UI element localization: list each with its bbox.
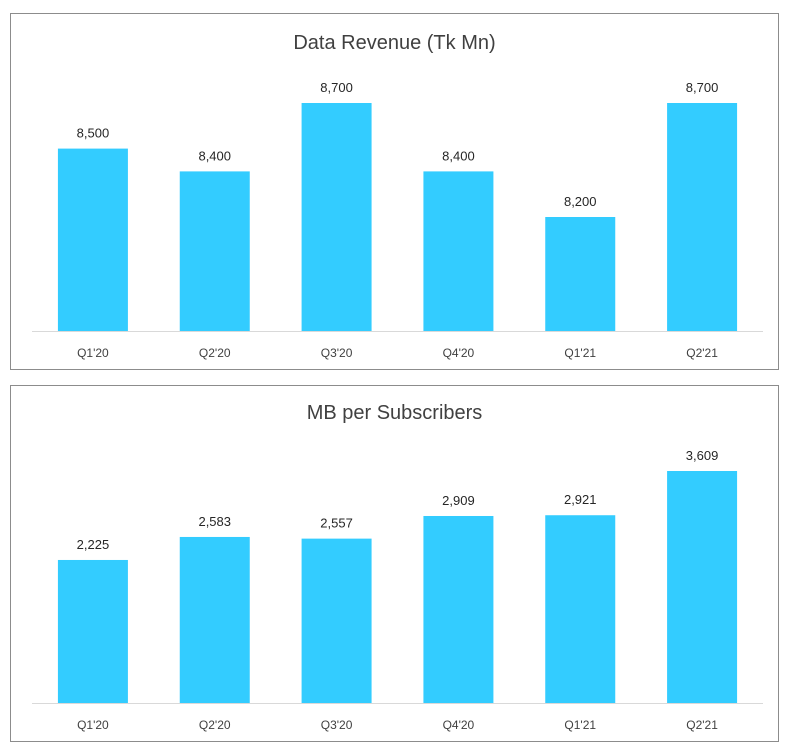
data-label: 3,609 xyxy=(686,448,719,463)
data-label: 8,700 xyxy=(686,80,719,95)
data-label: 8,500 xyxy=(77,126,110,141)
data-revenue-chart-svg: Data Revenue (Tk Mn) 8,500 Q1'20 8,400 Q2'20… xyxy=(32,32,763,360)
data-label: 2,225 xyxy=(77,537,110,552)
data-label: 8,400 xyxy=(198,148,231,163)
data-label: 8,200 xyxy=(564,194,597,209)
bar-revenue-2 xyxy=(179,171,250,331)
x-tick-label: Q1'21 xyxy=(564,718,596,732)
bar-revenue-6 xyxy=(667,103,738,331)
bar-mb-1 xyxy=(57,559,128,703)
data-label: 8,400 xyxy=(442,148,475,163)
mb-per-subscribers-chart-svg: MB per Subscribers 2,225 Q1'20 2,583 Q2'20 2,… xyxy=(32,402,763,732)
bar-mb-6 xyxy=(667,471,738,703)
bar-revenue-5 xyxy=(545,217,616,331)
bar-mb-3 xyxy=(301,538,372,703)
x-tick-label: Q4'20 xyxy=(443,718,475,732)
chart-title: Data Revenue (Tk Mn) xyxy=(293,32,495,54)
x-tick-label: Q4'20 xyxy=(443,346,475,360)
x-tick-label: Q2'21 xyxy=(686,718,718,732)
data-label: 2,909 xyxy=(442,493,475,508)
data-label: 2,557 xyxy=(320,516,353,531)
x-tick-label: Q1'20 xyxy=(77,346,109,360)
chart-title: MB per Subscribers xyxy=(307,402,483,424)
x-tick-label: Q2'21 xyxy=(686,346,718,360)
x-tick-label: Q2'20 xyxy=(199,346,231,360)
x-tick-label: Q3'20 xyxy=(321,346,353,360)
x-tick-label: Q1'21 xyxy=(564,346,596,360)
bar-mb-4 xyxy=(423,515,494,703)
bar-revenue-4 xyxy=(423,171,494,331)
data-label: 8,700 xyxy=(320,80,353,95)
data-label: 2,921 xyxy=(564,492,597,507)
mb-per-subscribers-chart: MB per Subscribers 2,225 Q1'20 2,583 Q2'20 2,… xyxy=(10,385,779,742)
x-tick-label: Q2'20 xyxy=(199,718,231,732)
x-tick-label: Q1'20 xyxy=(77,718,109,732)
data-revenue-chart: Data Revenue (Tk Mn) 8,500 Q1'20 8,400 Q2'20… xyxy=(10,13,779,370)
x-tick-label: Q3'20 xyxy=(321,718,353,732)
bar-mb-2 xyxy=(179,536,250,703)
data-label: 2,583 xyxy=(198,514,231,529)
bar-revenue-1 xyxy=(57,148,128,331)
bar-mb-5 xyxy=(545,515,616,703)
bar-revenue-3 xyxy=(301,103,372,331)
